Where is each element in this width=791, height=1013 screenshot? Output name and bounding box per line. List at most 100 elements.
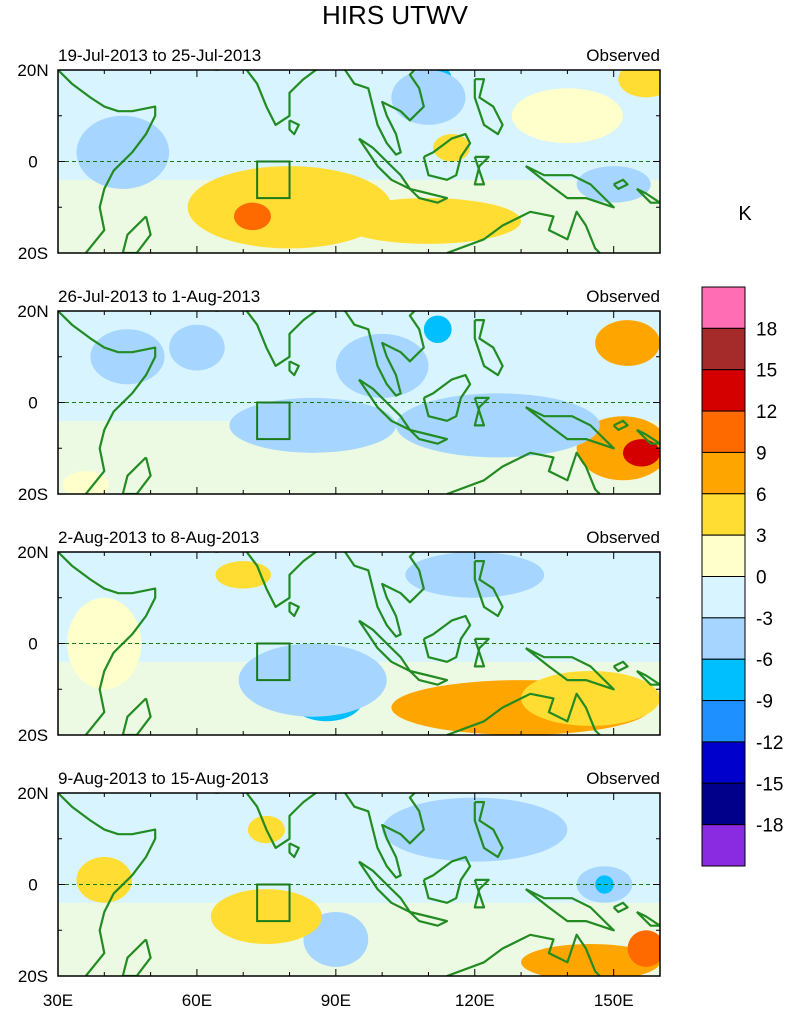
anomaly-blob [511, 88, 623, 144]
coastline [422, 614, 472, 663]
coastline [344, 793, 425, 879]
colorbar-swatch [701, 534, 746, 578]
x-tick-label: 150E [594, 991, 634, 1010]
coastlines [58, 70, 660, 253]
coastline [525, 165, 615, 209]
coastline [525, 888, 615, 932]
anomaly-blob [382, 797, 568, 862]
coastline [636, 911, 660, 927]
panel-4: 9-Aug-2013 to 15-Aug-2013 Observed 20N 0 20S [17, 769, 661, 986]
coastline [409, 428, 449, 445]
coastline [215, 311, 318, 367]
coastline [215, 793, 318, 849]
panel-observed-label: Observed [586, 528, 660, 547]
anomaly-blob [62, 471, 109, 494]
colorbar-swatch [701, 327, 746, 371]
colorbar-swatch [701, 576, 746, 619]
y-tick-label: 0 [28, 394, 37, 413]
coastline [446, 210, 601, 253]
region-box [256, 160, 291, 200]
anomaly-blob [622, 439, 660, 467]
panel-observed-label: Observed [586, 46, 660, 65]
coastline [58, 793, 157, 976]
coastline [446, 451, 601, 494]
anomaly-blob [433, 134, 471, 162]
x-tick-label: 120E [455, 991, 495, 1010]
colorbar-tick-label: -9 [756, 692, 773, 713]
y-tick-label: 0 [28, 635, 37, 654]
coastline [121, 215, 152, 253]
coastline [612, 178, 629, 190]
colorbar-swatch [701, 824, 746, 867]
y-tick-label: 20N [17, 302, 48, 321]
x-tick-label: 30E [43, 991, 73, 1010]
anomaly-blob [238, 643, 387, 717]
panel-1: 19-Jul-2013 to 25-Jul-2013 Observed 20N 0 20… [17, 46, 661, 263]
colorbar-tick-label: -18 [756, 816, 783, 837]
anomaly-blob [169, 324, 225, 371]
coastline [473, 319, 504, 377]
coastline [409, 910, 449, 927]
coastline [215, 552, 318, 608]
coastline [612, 419, 629, 431]
coastline [473, 396, 490, 427]
y-tick-label: 20S [18, 244, 48, 263]
anomaly-blob [521, 670, 660, 726]
anomaly-blob [229, 397, 397, 453]
coastline [58, 552, 157, 735]
panel-observed-label: Observed [586, 287, 660, 306]
y-tick-label: 20N [17, 543, 48, 562]
colorbar-tick-label: -6 [756, 650, 773, 671]
coastline [446, 692, 601, 735]
anomaly-blob [210, 889, 322, 944]
colorbar-tick-label: 15 [756, 361, 777, 382]
anomaly-blob [391, 70, 466, 125]
x-tick-label: 60E [182, 991, 212, 1010]
x-tick-label: 90E [321, 991, 351, 1010]
coastlines [58, 552, 660, 735]
panel-2: 26-Jul-2013 to 1-Aug-2013 Observed 20N 0 20S [17, 287, 661, 504]
panel-date-range: 9-Aug-2013 to 15-Aug-2013 [58, 769, 269, 788]
colorbar-swatch [701, 617, 746, 660]
figure-title: HIRS UTWV [322, 0, 469, 30]
panel-date-range: 19-Jul-2013 to 25-Jul-2013 [58, 46, 261, 65]
panel-observed-label: Observed [586, 769, 660, 788]
coastline [409, 669, 449, 686]
coastline [636, 670, 660, 686]
y-tick-label: 20N [17, 784, 48, 803]
coastline [525, 647, 615, 691]
anomaly-blob [76, 115, 170, 189]
y-tick-label: 20S [18, 726, 48, 745]
y-tick-label: 20S [18, 485, 48, 504]
coastline [473, 878, 490, 909]
colorbar-swatch [701, 782, 746, 826]
colorbar-tick-label: 6 [756, 485, 767, 506]
region-box [256, 642, 291, 682]
coastline [344, 311, 425, 397]
anomaly-blob [215, 561, 272, 589]
coastline [409, 187, 449, 204]
colorbar-swatch [701, 286, 746, 329]
coastline [636, 428, 660, 445]
colorbar-swatch [701, 410, 746, 453]
coastline [473, 637, 490, 668]
colorbar-swatch [701, 741, 746, 784]
colorbar-swatch [701, 493, 746, 536]
colorbar-swatch [701, 451, 746, 495]
coastline [121, 938, 152, 976]
colorbar-swatch [701, 369, 746, 412]
y-tick-label: 20N [17, 61, 48, 80]
anomaly-blob [627, 930, 660, 967]
coastline [344, 70, 425, 156]
colorbar-swatch [701, 700, 746, 743]
coastline [525, 406, 615, 450]
colorbar-tick-label: -12 [756, 733, 783, 754]
anomaly-blob [335, 198, 522, 244]
coastline [636, 187, 660, 204]
colorbar-tick-label: 3 [756, 526, 767, 547]
coastline [612, 660, 629, 673]
coastline [215, 70, 318, 126]
panel-date-range: 2-Aug-2013 to 8-Aug-2013 [58, 528, 259, 547]
anomaly-blob [335, 333, 429, 398]
